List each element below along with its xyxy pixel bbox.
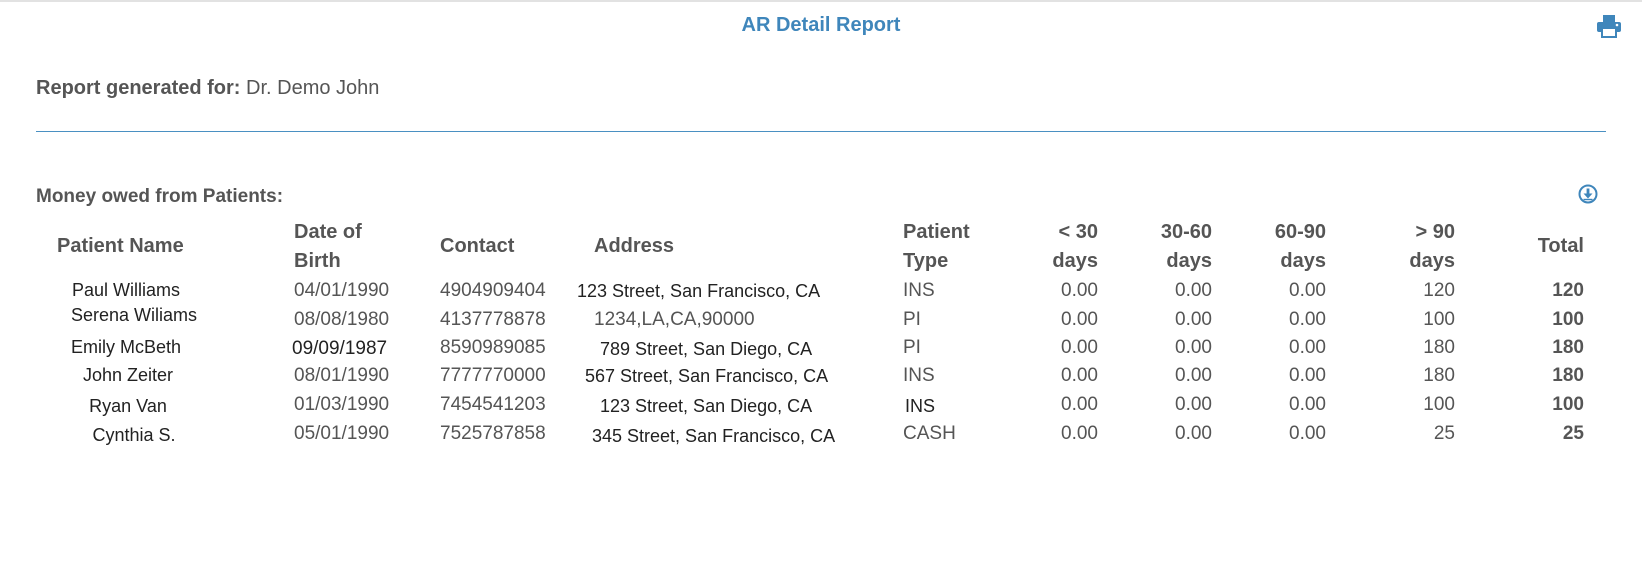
- cell-dob: 09/09/1987: [292, 338, 388, 359]
- cell-gt90: 25: [1433, 423, 1455, 444]
- cell-patient-name: Ryan Van: [89, 396, 167, 416]
- cell-patient-name: Emily McBeth: [70, 337, 182, 357]
- cell-patient-name: Serena Wiliams: [70, 305, 198, 325]
- top-border: [0, 0, 1642, 2]
- cell-30-60: 0.00: [1175, 394, 1212, 415]
- cell-patient-type: INS: [905, 396, 936, 416]
- cell-60-90: 0.00: [1289, 309, 1326, 330]
- header-contact: Contact: [440, 235, 515, 257]
- cell-gt90: 100: [1423, 394, 1455, 415]
- report-generated-for: Report generated for: Dr. Demo John: [36, 77, 379, 100]
- header-dob-line2: Birth: [294, 250, 341, 272]
- cell-lt30: 0.00: [1061, 365, 1098, 386]
- cell-contact: 8590989085: [440, 337, 546, 358]
- download-circle-icon[interactable]: [1578, 184, 1598, 204]
- cell-total: 180: [1552, 365, 1584, 386]
- header-address: Address: [594, 235, 675, 257]
- header-total: Total: [1537, 235, 1584, 257]
- cell-address: 789 Street, San Diego, CA: [600, 339, 813, 359]
- generated-label: Report generated for:: [36, 77, 241, 99]
- cell-total: 100: [1552, 309, 1584, 330]
- header-3060-line2: days: [1166, 250, 1212, 272]
- header-patient-type: Patient Type: [903, 218, 970, 276]
- header-type-line2: Type: [903, 250, 949, 272]
- cell-contact: 4904909404: [440, 280, 546, 301]
- cell-lt30: 0.00: [1061, 394, 1098, 415]
- cell-address: 345 Street, San Francisco, CA: [592, 426, 836, 446]
- cell-gt90: 180: [1423, 365, 1455, 386]
- cell-30-60: 0.00: [1175, 280, 1212, 301]
- cell-30-60: 0.00: [1175, 309, 1212, 330]
- header-patient-name: Patient Name: [57, 235, 184, 257]
- cell-patient-name: Paul Williams: [71, 280, 181, 300]
- section-title: Money owed from Patients:: [36, 186, 284, 207]
- header-lt30-line1: < 30: [1058, 221, 1098, 243]
- header-gt90-line2: days: [1409, 250, 1455, 272]
- cell-patient-name: Cynthia S.: [92, 425, 176, 445]
- cell-gt90: 100: [1423, 309, 1455, 330]
- cell-patient-type: CASH: [903, 423, 956, 444]
- header-gt90-line1: > 90: [1415, 221, 1455, 243]
- cell-address: 567 Street, San Francisco, CA: [585, 366, 829, 386]
- ar-table: Patient Name Date of Birth Contact Addre…: [0, 218, 1642, 460]
- header-date-of-birth: Date of Birth: [294, 218, 362, 276]
- cell-30-60: 0.00: [1175, 423, 1212, 444]
- generated-value: Dr. Demo John: [246, 77, 380, 99]
- page-title: AR Detail Report: [741, 14, 901, 36]
- cell-address: 1234,LA,CA,90000: [594, 309, 755, 330]
- cell-dob: 08/08/1980: [294, 309, 390, 330]
- cell-total: 100: [1552, 394, 1584, 415]
- header-30-60-days: 30-60 days: [1110, 218, 1212, 276]
- cell-total: 120: [1552, 280, 1584, 301]
- cell-lt30: 0.00: [1061, 337, 1098, 358]
- header-lt30-line2: days: [1052, 250, 1098, 272]
- cell-60-90: 0.00: [1289, 394, 1326, 415]
- cell-60-90: 0.00: [1289, 337, 1326, 358]
- cell-patient-type: PI: [903, 337, 921, 358]
- cell-patient-name: John Zeiter: [82, 365, 174, 385]
- cell-lt30: 0.00: [1061, 280, 1098, 301]
- cell-60-90: 0.00: [1289, 280, 1326, 301]
- divider: [36, 131, 1606, 132]
- cell-gt90: 180: [1423, 337, 1455, 358]
- cell-contact: 4137778878: [440, 309, 546, 330]
- cell-gt90: 120: [1423, 280, 1455, 301]
- header-3060-line1: 30-60: [1160, 221, 1212, 243]
- cell-patient-type: PI: [903, 309, 921, 330]
- cell-total: 180: [1552, 337, 1584, 358]
- cell-60-90: 0.00: [1289, 423, 1326, 444]
- cell-patient-type: INS: [903, 365, 935, 386]
- cell-lt30: 0.00: [1061, 423, 1098, 444]
- cell-address: 123 Street, San Diego, CA: [600, 396, 813, 416]
- header-60-90-days: 60-90 days: [1224, 218, 1326, 276]
- cell-dob: 04/01/1990: [294, 280, 390, 301]
- cell-lt30: 0.00: [1061, 309, 1098, 330]
- cell-address: 123 Street, San Francisco, CA: [577, 281, 821, 301]
- cell-contact: 7454541203: [440, 394, 546, 415]
- printer-icon[interactable]: [1596, 14, 1622, 38]
- cell-dob: 08/01/1990: [294, 365, 390, 386]
- cell-patient-type: INS: [903, 280, 935, 301]
- cell-30-60: 0.00: [1175, 365, 1212, 386]
- cell-dob: 01/03/1990: [294, 394, 390, 415]
- cell-dob: 05/01/1990: [294, 423, 390, 444]
- cell-contact: 7525787858: [440, 423, 546, 444]
- header-lt30-days: < 30 days: [1000, 218, 1098, 276]
- cell-60-90: 0.00: [1289, 365, 1326, 386]
- cell-contact: 7777770000: [440, 365, 546, 386]
- cell-30-60: 0.00: [1175, 337, 1212, 358]
- header-6090-line2: days: [1280, 250, 1326, 272]
- header-dob-line1: Date of: [294, 221, 362, 243]
- header-type-line1: Patient: [903, 221, 970, 243]
- header-6090-line1: 60-90: [1274, 221, 1326, 243]
- header-gt90-days: > 90 days: [1350, 218, 1455, 276]
- cell-total: 25: [1562, 423, 1584, 444]
